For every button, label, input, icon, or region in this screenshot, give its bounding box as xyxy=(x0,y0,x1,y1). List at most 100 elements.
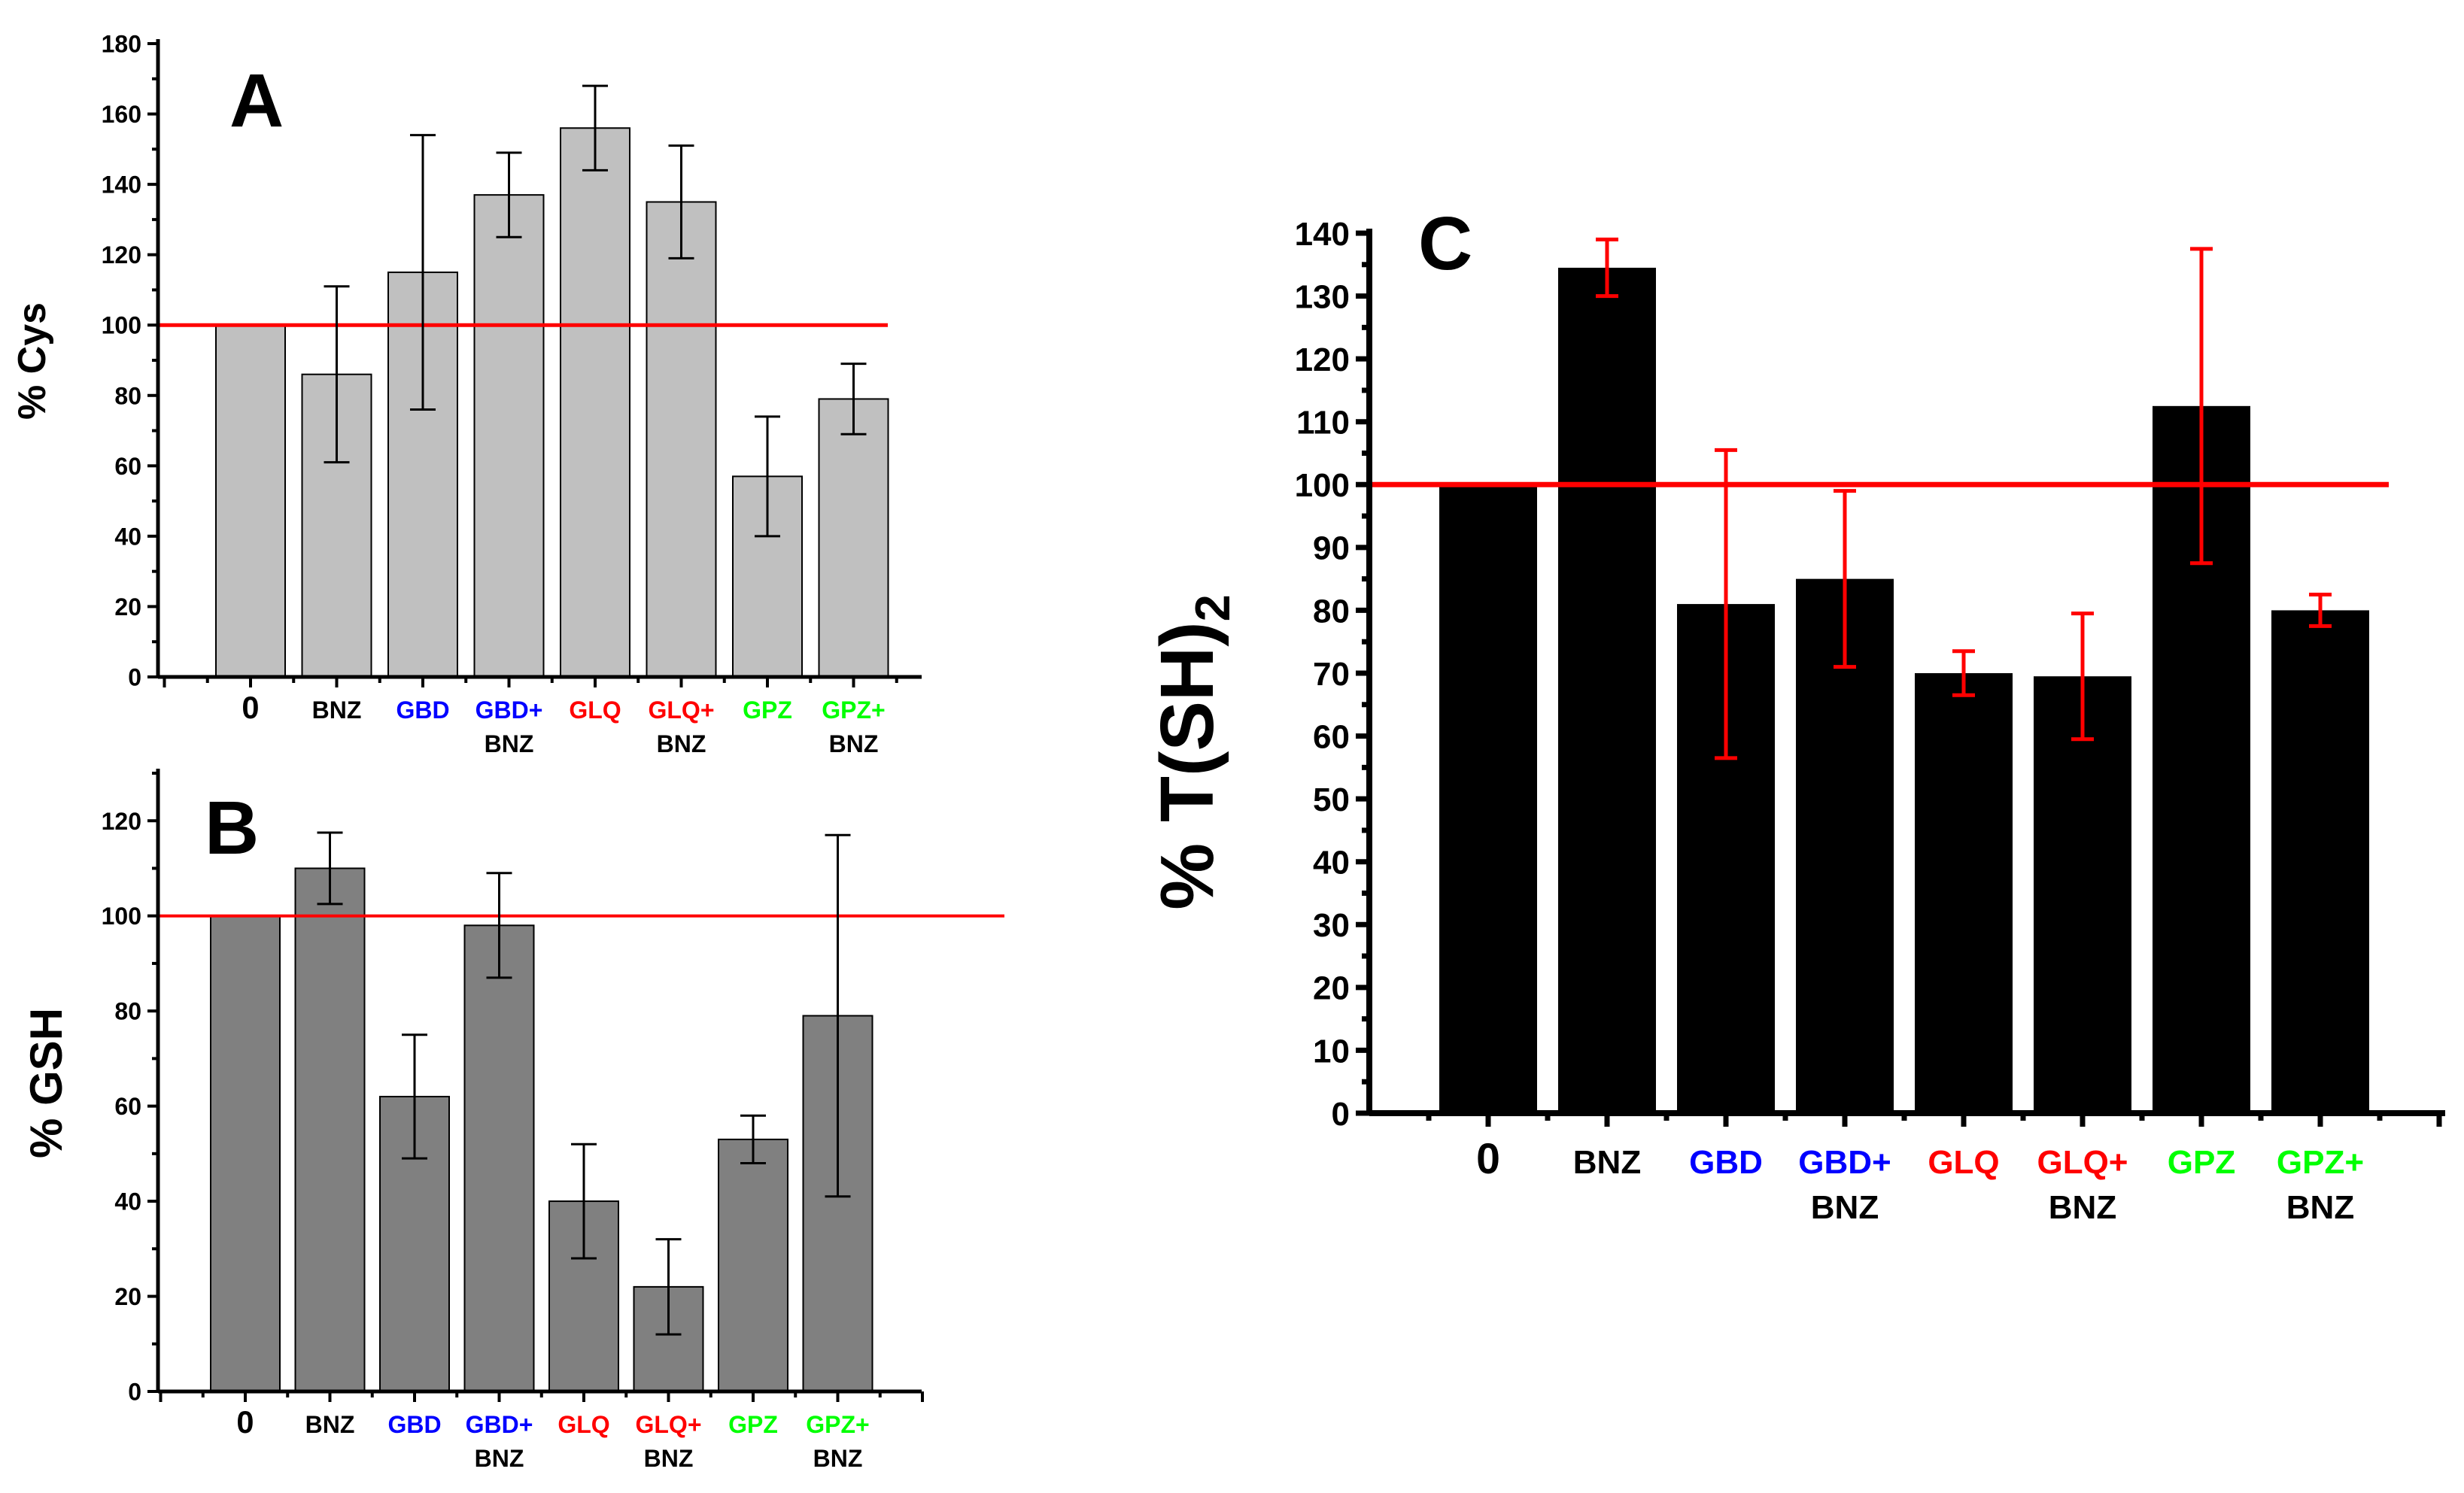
x-category-label-b-6: GLQ+ xyxy=(635,1411,701,1438)
y-axis-title-a: % Cys xyxy=(11,302,54,420)
x-category-label-b-2: BNZ xyxy=(305,1411,355,1438)
x-category-label-a-2: BNZ xyxy=(312,696,362,724)
panel-b-gsh-chart: 0 20 40 60 80 100 120 0 BNZ GBD GBD+ BNZ GLQ GLQ+ BNZ G… xyxy=(21,769,1004,1472)
x-category-label-a-3: GBD xyxy=(396,696,449,724)
y-tick-label-b: 60 xyxy=(114,1093,141,1120)
x-category-label-a-4-line2: BNZ xyxy=(485,730,534,757)
error-bar-b-3 xyxy=(402,1033,427,1160)
bar-b-4 xyxy=(463,924,535,1393)
bar-b-1 xyxy=(210,915,281,1392)
y-tick-label-a: 180 xyxy=(102,31,141,58)
y-tick-label-c: 50 xyxy=(1313,781,1350,818)
bar-a-5 xyxy=(560,127,630,678)
bar-a-1 xyxy=(215,324,286,678)
error-bar-b-2 xyxy=(317,831,343,906)
bar-c-2 xyxy=(1558,267,1656,1113)
x-category-label-a-8: GPZ+ xyxy=(822,696,885,724)
x-category-label-a-1: 0 xyxy=(242,690,259,725)
x-category-label-b-5: GLQ xyxy=(558,1411,609,1438)
error-bar-b-8 xyxy=(825,833,851,1198)
y-tick-label-c: 60 xyxy=(1313,718,1350,755)
error-bar-b-6 xyxy=(655,1238,682,1336)
y-tick-label-c: 70 xyxy=(1313,656,1350,693)
y-tick-label-c: 140 xyxy=(1295,216,1350,253)
bar-c-6 xyxy=(2034,676,2131,1113)
x-category-label-a-4: GBD+ xyxy=(475,696,543,724)
error-bar-b-5 xyxy=(571,1143,597,1260)
y-tick-label-c: 100 xyxy=(1295,467,1350,504)
bar-c-5 xyxy=(1915,673,2013,1113)
x-category-label-c-6: GLQ+ xyxy=(2037,1144,2128,1181)
bar-a-8 xyxy=(818,398,889,678)
x-category-label-b-3: GBD xyxy=(387,1411,441,1438)
x-category-label-a-8-line2: BNZ xyxy=(829,730,879,757)
error-bar-c-8 xyxy=(2309,593,2332,628)
bar-b-7 xyxy=(718,1138,788,1393)
y-tick-label-c: 40 xyxy=(1313,845,1350,882)
x-category-label-c-4: GBD+ xyxy=(1798,1144,1891,1181)
y-tick-label-a: 80 xyxy=(114,382,141,409)
y-axis-title-c: % T(SH)2 xyxy=(1145,594,1240,909)
y-tick-label-b: 120 xyxy=(102,808,141,835)
y-tick-label-a: 20 xyxy=(114,593,141,621)
error-bar-a-3 xyxy=(410,134,436,411)
x-category-label-b-8: GPZ+ xyxy=(806,1411,869,1438)
error-bar-a-5 xyxy=(582,84,608,171)
x-category-label-c-8-line2: BNZ xyxy=(2286,1189,2354,1226)
y-tick-label-a: 40 xyxy=(114,523,141,550)
error-bar-c-5 xyxy=(1952,649,1975,697)
x-category-label-a-6-line2: BNZ xyxy=(657,730,706,757)
y-tick-label-a: 100 xyxy=(102,312,141,339)
error-bar-b-4 xyxy=(486,872,512,979)
x-category-label-a-6: GLQ+ xyxy=(648,696,714,724)
x-category-label-c-5: GLQ xyxy=(1928,1144,1999,1181)
error-bar-b-7 xyxy=(740,1114,766,1164)
x-category-label-b-1: 0 xyxy=(236,1404,254,1440)
y-tick-label-a: 140 xyxy=(102,171,141,199)
error-bar-c-2 xyxy=(1596,237,1618,299)
x-category-label-c-3: GBD xyxy=(1689,1144,1763,1181)
x-category-label-c-7: GPZ xyxy=(2168,1144,2235,1181)
x-category-label-c-6-line2: BNZ xyxy=(2049,1189,2116,1226)
bar-a-6 xyxy=(646,201,717,678)
x-category-label-a-7: GPZ xyxy=(743,696,792,724)
y-tick-label-c: 10 xyxy=(1313,1033,1350,1070)
x-category-label-a-5: GLQ xyxy=(569,696,621,724)
panel-label-b: B xyxy=(205,786,259,870)
y-tick-label-a: 120 xyxy=(102,241,141,269)
error-bar-c-4 xyxy=(1834,489,1856,669)
y-tick-label-a: 160 xyxy=(102,101,141,128)
x-category-label-b-8-line2: BNZ xyxy=(813,1445,863,1472)
error-bar-a-6 xyxy=(668,144,694,259)
bar-c-1 xyxy=(1439,484,1537,1113)
y-tick-label-b: 0 xyxy=(128,1379,141,1406)
error-bar-a-8 xyxy=(840,363,867,435)
x-category-label-c-4-line2: BNZ xyxy=(1811,1189,1879,1226)
panel-a-cys-chart: 0 20 40 60 80 100 120 140 160 180 0 BNZ GBD GBD+ BNZ GL… xyxy=(11,31,922,757)
error-bar-c-7 xyxy=(2190,247,2213,566)
y-tick-label-a: 60 xyxy=(114,453,141,480)
x-category-label-c-8: GPZ+ xyxy=(2277,1144,2364,1181)
y-tick-label-c: 120 xyxy=(1295,341,1350,378)
bar-b-2 xyxy=(294,867,366,1392)
y-tick-label-b: 80 xyxy=(114,998,141,1025)
x-category-label-b-6-line2: BNZ xyxy=(644,1445,694,1472)
panel-label-c: C xyxy=(1418,202,1472,286)
bar-a-4 xyxy=(473,194,545,678)
y-tick-label-b: 40 xyxy=(114,1188,141,1215)
panel-c-tsh2-chart: 0 10 20 30 40 50 60 70 80 90 100 110 120 130 140 0 BNZ GB… xyxy=(1145,202,2445,1226)
x-category-label-c-2: BNZ xyxy=(1573,1144,1641,1181)
x-category-label-c-1: 0 xyxy=(1476,1135,1500,1183)
error-bar-a-4 xyxy=(496,151,522,238)
error-bar-a-2 xyxy=(324,285,350,464)
y-tick-label-c: 110 xyxy=(1296,405,1350,442)
error-bar-c-6 xyxy=(2071,611,2094,742)
y-tick-label-a: 0 xyxy=(128,664,141,691)
x-category-label-b-7: GPZ xyxy=(728,1411,778,1438)
error-bar-c-3 xyxy=(1715,448,1737,760)
y-tick-label-c: 80 xyxy=(1313,593,1350,630)
y-tick-label-c: 130 xyxy=(1295,278,1350,315)
y-tick-label-c: 0 xyxy=(1332,1096,1350,1133)
y-tick-label-c: 30 xyxy=(1313,907,1350,944)
